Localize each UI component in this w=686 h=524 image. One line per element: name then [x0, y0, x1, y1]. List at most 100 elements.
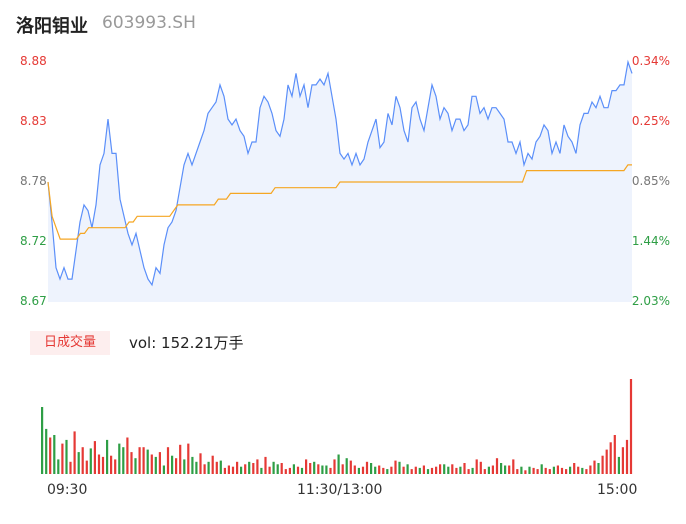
volume-bar [146, 449, 149, 474]
volume-bar [491, 465, 494, 474]
volume-bar [134, 458, 137, 474]
x-tick-midday: 11:30/13:00 [297, 482, 383, 498]
volume-bar [430, 467, 434, 474]
volume-bar [414, 466, 417, 474]
volume-bar [398, 461, 401, 474]
volume-bar [158, 452, 161, 474]
volume-bar [203, 464, 206, 474]
volume-bar [248, 461, 251, 474]
volume-bar [162, 465, 165, 474]
volume-chart-area [41, 379, 633, 474]
volume-bar [512, 459, 515, 474]
y-right-tick-1: -0.25% [627, 114, 670, 128]
volume-bar [516, 469, 519, 474]
volume-badge: 日成交量 [30, 331, 110, 355]
price-line [47, 59, 633, 287]
volume-bar [199, 453, 202, 474]
volume-bar [85, 460, 88, 474]
volume-bar [487, 466, 490, 474]
volume-bar [365, 461, 369, 474]
volume-bar [370, 463, 373, 474]
volume-bar [325, 465, 328, 474]
volume-bar [390, 466, 393, 474]
volume-bar [219, 460, 222, 474]
volume-bar [280, 463, 283, 474]
volume-bar [73, 431, 76, 474]
volume-bar [548, 469, 551, 474]
volume-bar [305, 459, 308, 474]
volume-bar [625, 439, 629, 474]
volume-bar [256, 459, 259, 474]
volume-bar [443, 464, 446, 474]
y-right-tick-2: -0.85% [627, 174, 670, 188]
volume-bar [296, 466, 300, 474]
y-right-tick-3: -1.44% [627, 234, 670, 248]
volume-bar [426, 469, 430, 474]
volume-bar [252, 463, 255, 474]
volume-bar [231, 466, 235, 474]
volume-bar [69, 461, 72, 474]
volume-bar [475, 459, 478, 474]
volume-bar [337, 454, 340, 474]
y-right-tick-0: 0.34% [631, 54, 670, 68]
volume-bar [329, 467, 332, 474]
volume-bar [207, 461, 210, 474]
volume-bar [126, 437, 129, 474]
volume-bar [118, 443, 121, 474]
volume-bar [406, 464, 409, 474]
volume-bar [605, 449, 608, 474]
volume-bar [284, 469, 287, 474]
volume-bar [309, 463, 312, 474]
volume-bar [101, 456, 105, 474]
volume-bar [528, 466, 531, 474]
volume-bar [260, 467, 263, 474]
volume-bar [459, 466, 462, 474]
volume-bar [150, 454, 153, 474]
volume-bar [61, 443, 64, 474]
volume-bar [93, 441, 96, 474]
y-left-tick-4: 8.67 [20, 294, 47, 308]
volume-bar [138, 447, 141, 474]
volume-bar [479, 461, 482, 474]
price-chart-area [47, 59, 633, 302]
volume-bar [447, 466, 450, 474]
y-left-tick-1: 8.83 [20, 114, 47, 128]
volume-bar [422, 465, 425, 474]
volume-bar [321, 465, 324, 474]
volume-bar [467, 469, 470, 474]
volume-bar [382, 467, 385, 474]
volume-bar [276, 464, 279, 474]
y-right-tick-4: -2.03% [627, 294, 670, 308]
volume-bar [215, 461, 218, 474]
volume-bar [223, 467, 226, 474]
volume-bar [353, 465, 356, 474]
volume-bar [57, 459, 60, 474]
volume-bar [272, 461, 275, 474]
volume-bar [455, 467, 458, 474]
stock-name: 洛阳钼业 [16, 16, 88, 37]
volume-bar [524, 470, 527, 474]
volume-bar [171, 455, 174, 474]
volume-bar [495, 458, 499, 474]
volume-bar [341, 464, 344, 474]
volume-bar [240, 466, 243, 474]
volume-bar [179, 444, 182, 474]
volume-bar [357, 467, 360, 474]
y-left-tick-2: 8.78 [20, 174, 47, 188]
volume-bar [601, 455, 604, 474]
volume-bar [106, 439, 109, 474]
x-tick-close: 15:00 [597, 482, 638, 498]
volume-bar [581, 467, 584, 474]
y-left-tick-0: 8.88 [20, 54, 47, 68]
volume-bar [227, 465, 230, 474]
volume-bar [110, 455, 113, 474]
volume-bar [187, 443, 190, 474]
volume-bar [114, 459, 117, 474]
volume-bar [345, 458, 348, 474]
volume-bar [617, 456, 620, 474]
volume-bar [300, 467, 304, 474]
volume-bar [621, 447, 624, 474]
volume-bar [81, 447, 84, 474]
volume-bar [613, 435, 616, 474]
